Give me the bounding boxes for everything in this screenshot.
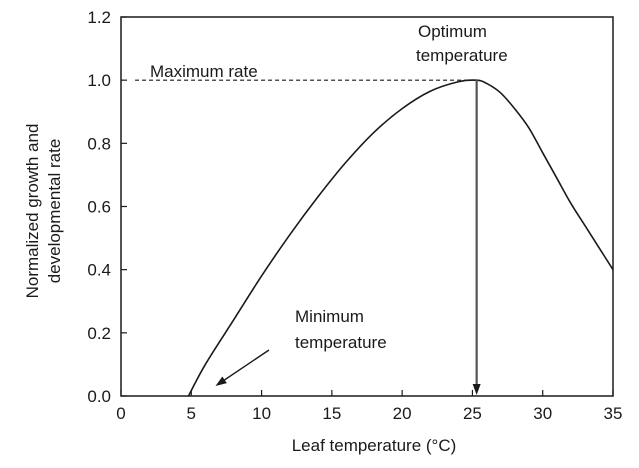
y-tick-label: 0.8 xyxy=(87,134,111,153)
minimum-label-line2: temperature xyxy=(295,333,387,352)
y-tick-label: 1.2 xyxy=(87,8,111,27)
minimum-temperature-arrow xyxy=(221,349,270,383)
x-axis-label: Leaf temperature (°C) xyxy=(292,436,457,455)
maximum-rate-label: Maximum rate xyxy=(150,62,258,81)
minimum-label-line1: Minimum xyxy=(295,307,364,326)
y-axis-label-line2: developmental rate xyxy=(45,139,64,284)
x-tick-label: 30 xyxy=(533,404,552,423)
growth-rate-curve xyxy=(187,79,614,397)
y-tick-label: 1.0 xyxy=(87,71,111,90)
minimum-arrow-head xyxy=(215,376,227,386)
optimum-label-line2: temperature xyxy=(416,46,508,65)
y-tick-label: 0.2 xyxy=(87,324,111,343)
x-tick-label: 20 xyxy=(393,404,412,423)
optimum-label-line1: Optimum xyxy=(418,22,487,41)
optimum-arrow-head xyxy=(472,384,481,395)
y-tick-label: 0.0 xyxy=(87,387,111,406)
y-axis-ticks: 0.0 0.2 0.4 0.6 0.8 1.0 1.2 xyxy=(87,8,127,406)
x-tick-label: 15 xyxy=(322,404,341,423)
x-tick-label: 35 xyxy=(604,404,623,423)
x-tick-label: 5 xyxy=(187,404,196,423)
y-tick-label: 0.4 xyxy=(87,261,111,280)
y-axis-label-line1: Normalized growth and xyxy=(23,124,42,299)
x-tick-label: 25 xyxy=(463,404,482,423)
x-tick-label: 0 xyxy=(116,404,125,423)
x-tick-label: 10 xyxy=(252,404,271,423)
x-axis-ticks: 0 5 10 15 20 25 30 35 xyxy=(116,390,622,423)
y-tick-label: 0.6 xyxy=(87,198,111,217)
